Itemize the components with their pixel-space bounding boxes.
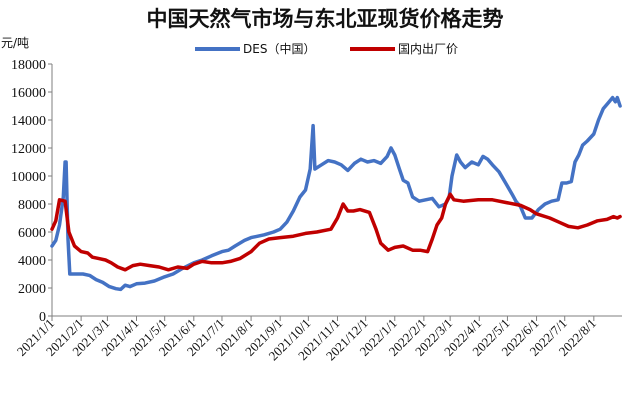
legend: DES（中国） 国内出厂价 <box>195 41 458 56</box>
y-tick-label: 0 <box>39 310 46 325</box>
series-line-domestic <box>50 192 622 272</box>
chart-title: 中国天然气市场与东北亚现货价格走势 <box>147 6 504 31</box>
y-tick-label: 4000 <box>18 254 46 269</box>
series-lines <box>50 95 622 292</box>
legend-label-des: DES（中国） <box>243 41 315 56</box>
x-ticks: 2021/1/12021/2/12021/3/12021/4/12021/5/1… <box>14 316 599 364</box>
y-ticks: 0 2000 4000 6000 8000 10000 12000 14000 16000 180… <box>11 58 52 325</box>
y-tick-label: 6000 <box>18 226 46 241</box>
axes <box>51 64 622 317</box>
series-line-des <box>50 95 622 292</box>
y-tick-label: 18000 <box>11 58 46 73</box>
legend-label-domestic: 国内出厂价 <box>398 42 458 56</box>
y-tick-label: 8000 <box>18 198 46 213</box>
y-tick-label: 14000 <box>11 114 46 129</box>
y-tick-label: 12000 <box>11 142 46 157</box>
y-tick-label: 16000 <box>11 86 46 101</box>
y-unit-label: 元/吨 <box>1 36 29 50</box>
y-tick-label: 10000 <box>11 170 46 185</box>
y-tick-label: 2000 <box>18 282 46 297</box>
